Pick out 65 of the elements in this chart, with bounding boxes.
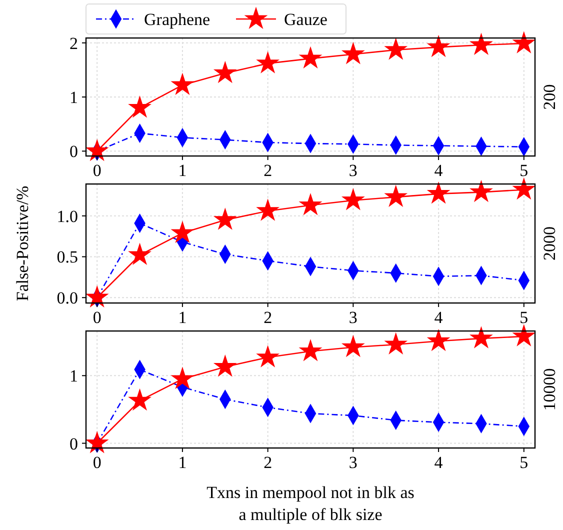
- point: [298, 338, 322, 362]
- y2-axis-title: 200: [540, 84, 559, 110]
- point: [170, 220, 194, 243]
- x-tick-label: 1: [178, 161, 187, 180]
- point: [213, 354, 237, 377]
- point: [341, 188, 365, 210]
- point: [213, 60, 237, 84]
- point: [470, 180, 493, 202]
- y-tick-label: 0.5: [56, 248, 78, 267]
- point: [85, 285, 109, 308]
- y2-axis-title: 2000: [540, 226, 559, 260]
- legend-label: Graphene: [144, 10, 210, 29]
- point: [256, 345, 280, 368]
- point: [341, 42, 365, 64]
- point: [170, 72, 194, 96]
- point: [426, 182, 450, 204]
- y-tick-label: 1: [70, 366, 78, 386]
- x-tick-label: 2: [264, 308, 272, 327]
- point: [170, 366, 194, 389]
- y2-axis-title: 10000: [540, 368, 559, 411]
- x-axis-title: Txns in mempool not in blk as a multiple of blk size: [206, 483, 414, 524]
- point: [256, 198, 280, 221]
- x-tick-label: 3: [348, 161, 358, 180]
- y-tick-label: 1: [70, 88, 78, 107]
- point: [298, 46, 322, 69]
- x-tick-label: 5: [520, 308, 528, 327]
- point: [298, 192, 322, 216]
- point: [512, 177, 536, 200]
- point: [512, 324, 536, 346]
- point: [128, 242, 152, 266]
- x-tick-label: 0: [92, 161, 102, 180]
- point: [85, 138, 109, 162]
- x-tick-label: 4: [434, 161, 444, 180]
- point: [384, 184, 408, 208]
- y-tick-label: 0.0: [56, 288, 78, 308]
- x-tick-label: 3: [348, 453, 358, 472]
- x-tick-label: 2: [264, 453, 272, 472]
- x-tick-label: 1: [178, 308, 187, 327]
- legend-label: Gauze: [284, 10, 328, 29]
- point: [256, 51, 280, 74]
- y-tick-label: 1.0: [56, 206, 78, 226]
- y-axis-title: False-Positive/%: [13, 186, 32, 302]
- x-tick-label: 5: [520, 161, 528, 180]
- x-tick-label: 1: [178, 453, 187, 472]
- y-tick-label: 2: [70, 34, 78, 53]
- point: [426, 34, 450, 58]
- x-tick-label: 2: [264, 161, 272, 180]
- x-tick-label: 0: [92, 453, 102, 472]
- point: [341, 334, 365, 358]
- x-tick-label: 3: [348, 308, 358, 327]
- x-tick-label: 0: [92, 308, 102, 327]
- point: [512, 31, 536, 54]
- y-tick-label: 0: [70, 142, 78, 162]
- x-tick-label: 4: [434, 453, 444, 472]
- point: [128, 96, 152, 118]
- point: [384, 38, 408, 60]
- point: [426, 328, 450, 352]
- point: [470, 32, 493, 55]
- point: [470, 326, 493, 348]
- point: [128, 388, 152, 411]
- x-tick-label: 5: [520, 453, 528, 472]
- point: [213, 208, 237, 230]
- y-tick-label: 0: [70, 434, 78, 454]
- point: [384, 332, 408, 354]
- x-tick-label: 4: [434, 308, 444, 327]
